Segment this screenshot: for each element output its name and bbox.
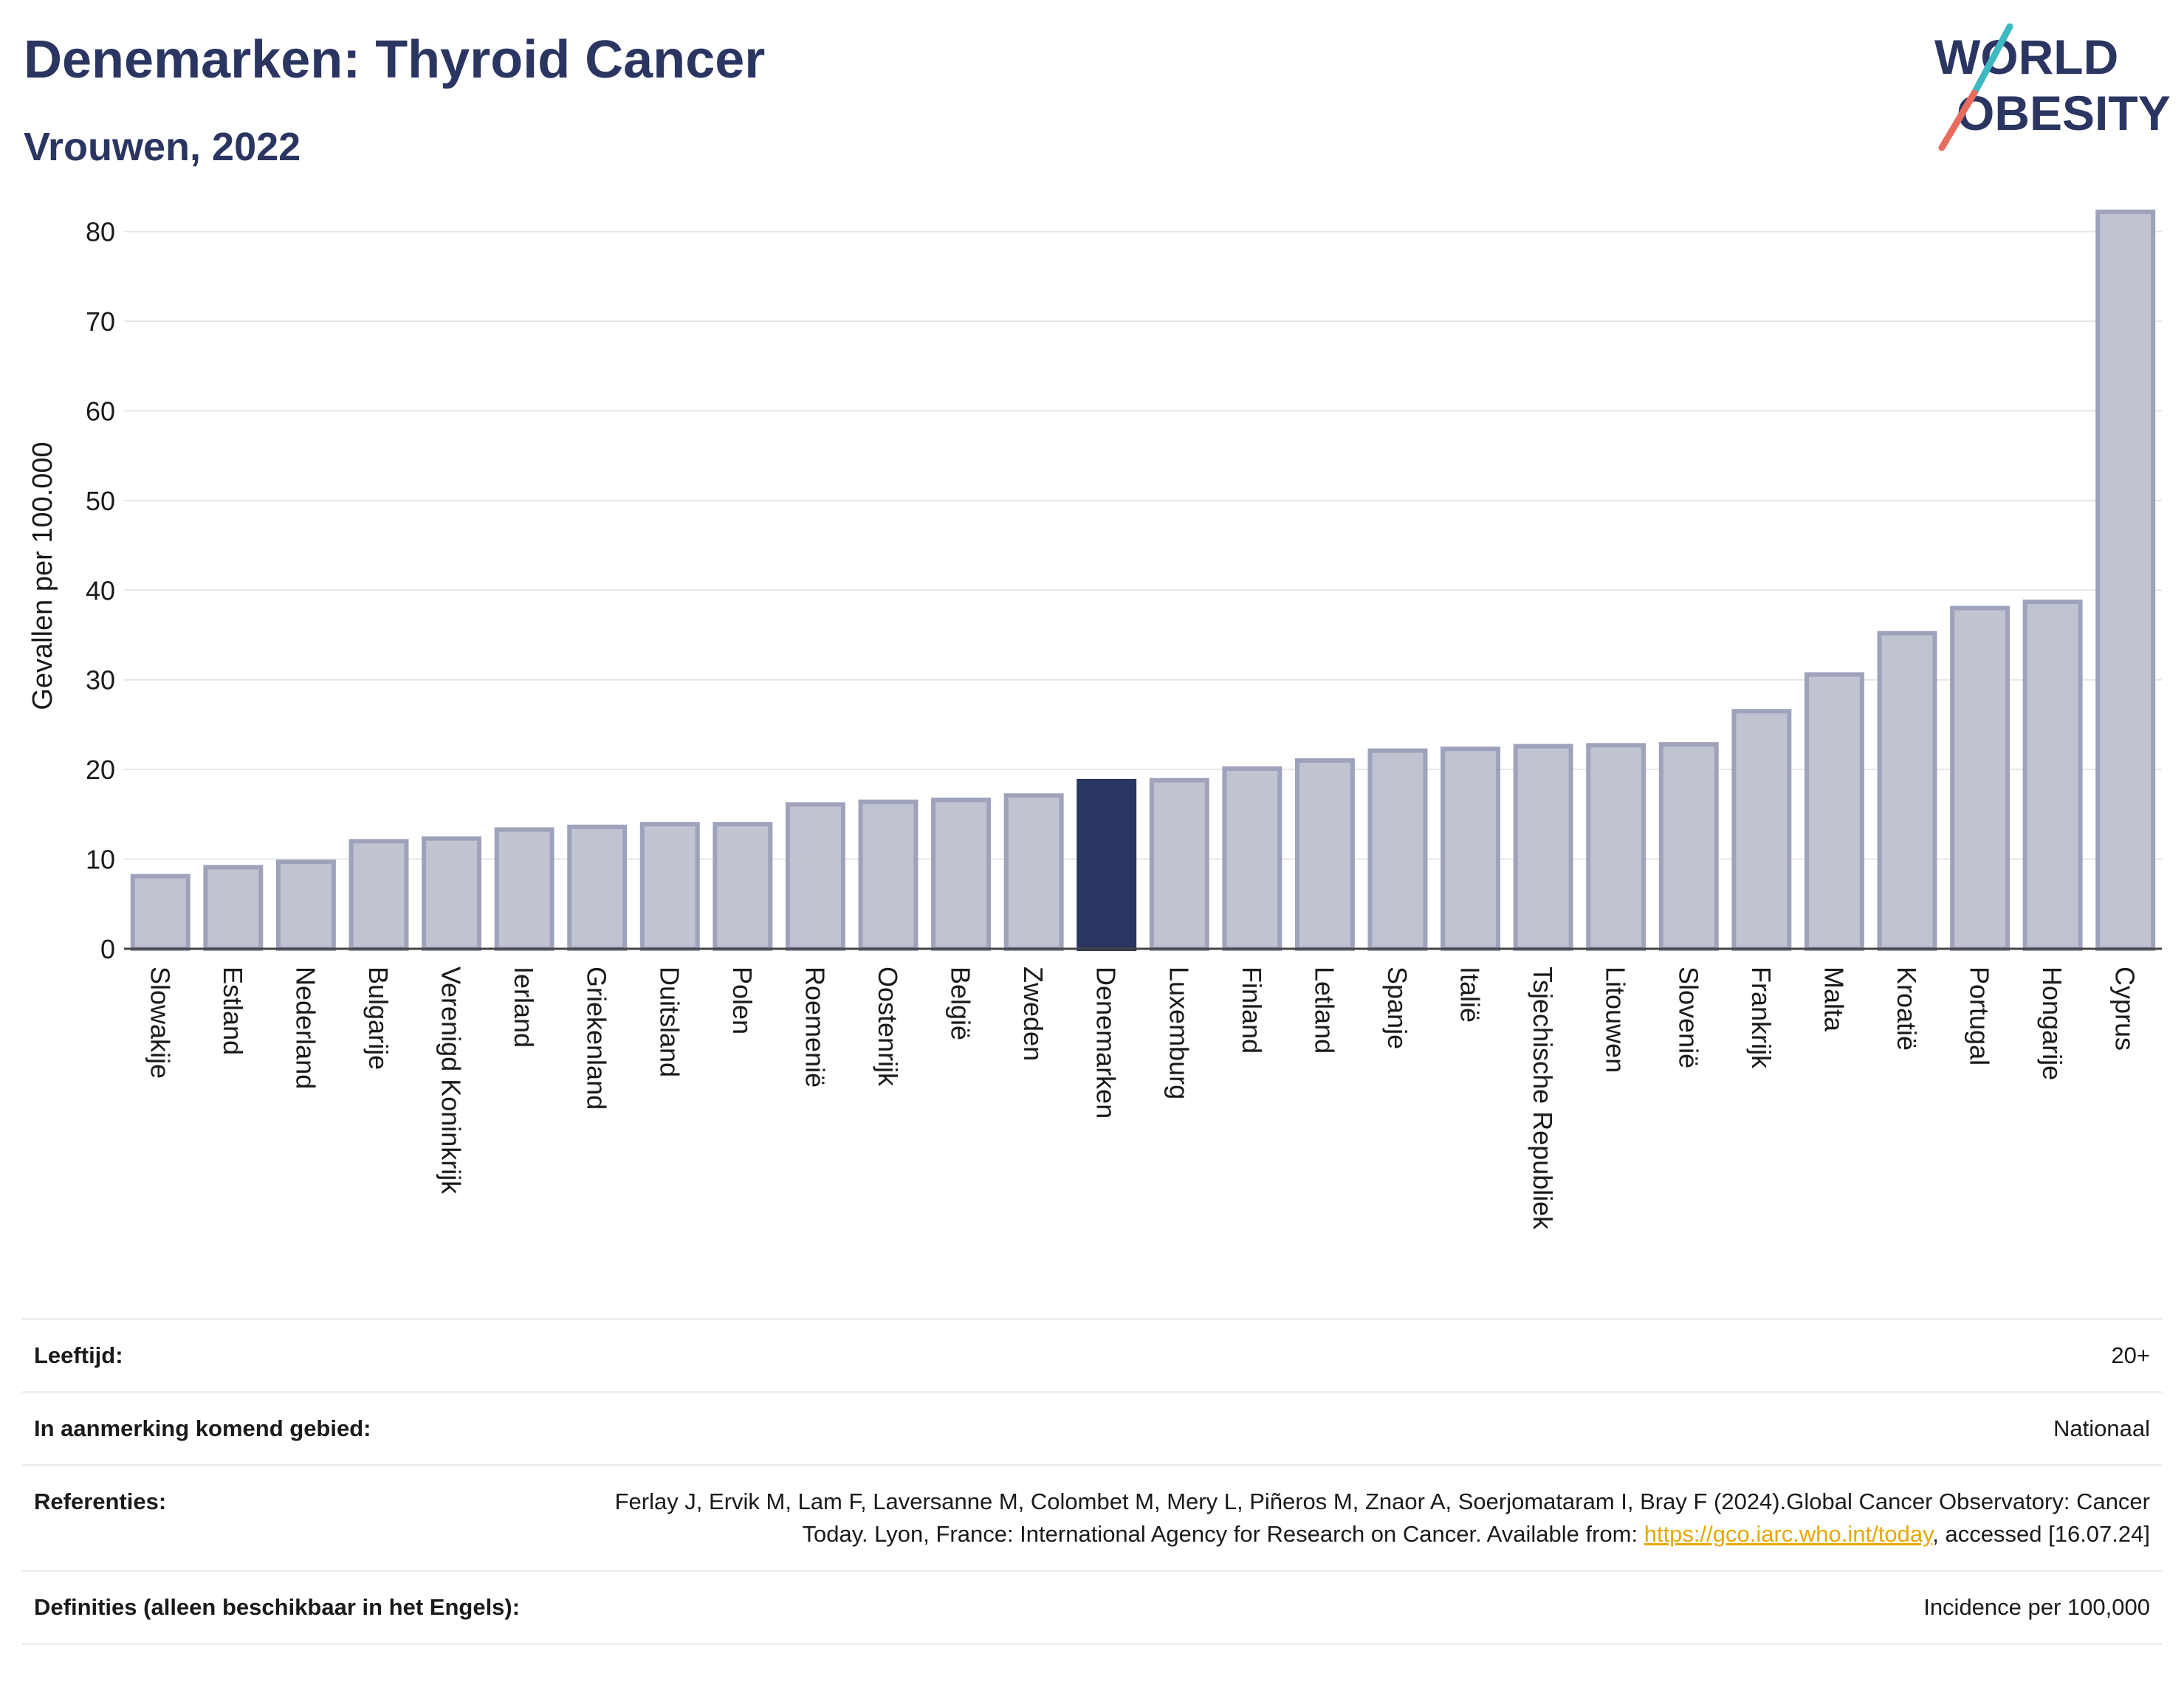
y-tick-label: 30 bbox=[86, 665, 115, 696]
x-tick-label: Bulgarije bbox=[363, 967, 394, 1070]
bar bbox=[712, 822, 773, 951]
bar bbox=[275, 859, 336, 951]
bar bbox=[1222, 766, 1282, 952]
bar bbox=[1731, 709, 1792, 951]
x-tick-label: België bbox=[946, 967, 976, 1040]
y-tick-label: 50 bbox=[86, 486, 115, 516]
bar bbox=[1149, 777, 1209, 951]
meta-table: Leeftijd: 20+ In aanmerking komend gebie… bbox=[22, 1318, 2162, 1645]
page-subtitle: Vrouwen, 2022 bbox=[24, 125, 301, 169]
y-tick-label: 70 bbox=[86, 306, 115, 337]
bar bbox=[1367, 748, 1428, 952]
bar bbox=[1440, 746, 1501, 951]
svg-text:OBESITY: OBESITY bbox=[1957, 86, 2171, 140]
meta-label: Definities (alleen beschikbaar in het En… bbox=[34, 1594, 521, 1620]
x-tick-label: Spanje bbox=[1382, 967, 1412, 1049]
bar bbox=[2022, 600, 2083, 951]
meta-value: 20+ bbox=[2111, 1342, 2150, 1368]
y-tick-label: 20 bbox=[86, 755, 115, 785]
meta-row-definitions: Definities (alleen beschikbaar in het En… bbox=[22, 1570, 2162, 1645]
meta-row-age: Leeftijd: 20+ bbox=[22, 1318, 2162, 1391]
bar bbox=[348, 839, 409, 952]
bar bbox=[1513, 744, 1573, 951]
x-tick-label: Denemarken bbox=[1091, 967, 1122, 1119]
x-tick-label: Verenigd Koninkrijk bbox=[436, 967, 467, 1195]
meta-label: Referenties: bbox=[34, 1489, 167, 1514]
page-title: Denemarken: Thyroid Cancer bbox=[24, 30, 766, 89]
bar bbox=[130, 873, 190, 951]
x-tick-label: Letland bbox=[1309, 967, 1339, 1054]
x-tick-label: Slovenië bbox=[1673, 967, 1703, 1068]
bar bbox=[1586, 743, 1646, 951]
bar bbox=[785, 802, 845, 951]
meta-value: Incidence per 100,000 bbox=[1923, 1594, 2150, 1620]
bar bbox=[422, 836, 482, 951]
bar bbox=[1076, 778, 1137, 952]
x-tick-label: Griekenland bbox=[582, 967, 612, 1110]
bar bbox=[2095, 209, 2156, 952]
x-tick-label: Finland bbox=[1237, 967, 1267, 1054]
x-tick-label: Luxemburg bbox=[1164, 967, 1194, 1099]
bar bbox=[203, 865, 264, 951]
meta-label: Leeftijd: bbox=[34, 1342, 123, 1368]
bar bbox=[1950, 605, 2010, 951]
y-axis-label: Gevallen per 100.000 bbox=[27, 442, 58, 710]
bar-chart: 0 10 20 30 40 50 60 70 80 Gevallen per 100.000 Slo… bbox=[27, 209, 2162, 1230]
bar bbox=[1294, 758, 1355, 951]
bar bbox=[1003, 793, 1064, 952]
x-tick-label: Nederland bbox=[290, 967, 320, 1089]
meta-value: Nationaal bbox=[2053, 1415, 2150, 1441]
reference-accessed: , accessed [16.07.24] bbox=[1932, 1521, 2150, 1547]
y-tick-label: 40 bbox=[86, 575, 115, 605]
meta-row-references: Referenties: Ferlay J, Ervik M, Lam F, L… bbox=[22, 1464, 2162, 1570]
x-tick-label: Tsjechische Republiek bbox=[1528, 967, 1558, 1230]
bar bbox=[567, 824, 628, 952]
bar bbox=[931, 797, 992, 952]
x-tick-label: Cyprus bbox=[2110, 967, 2140, 1051]
bar bbox=[1877, 631, 1937, 951]
meta-label: In aanmerking komend gebied: bbox=[34, 1415, 371, 1441]
x-tick-label: Roemenië bbox=[800, 967, 830, 1088]
x-tick-label: Malta bbox=[1819, 967, 1849, 1032]
reference-link[interactable]: https://gco.iarc.who.int/today bbox=[1644, 1521, 1933, 1547]
reference-text: Ferlay J, Ervik M, Lam F, Laversanne M, … bbox=[614, 1489, 2150, 1547]
svg-text:WORLD: WORLD bbox=[1934, 30, 2118, 84]
y-tick-label: 0 bbox=[100, 934, 115, 964]
bar bbox=[858, 799, 918, 952]
x-tick-label: Estland bbox=[218, 967, 248, 1055]
x-tick-label: Hongarije bbox=[2037, 967, 2067, 1080]
x-tick-label: Litouwen bbox=[1601, 967, 1631, 1073]
x-tick-label: Polen bbox=[727, 967, 758, 1034]
x-tick-label: Duitsland bbox=[654, 967, 684, 1077]
x-tick-label: Portugal bbox=[1965, 967, 1995, 1065]
bar bbox=[639, 822, 700, 951]
x-tick-label: Ierland bbox=[509, 967, 539, 1048]
y-tick-label: 10 bbox=[86, 845, 115, 875]
x-tick-label: Oostenrijk bbox=[873, 967, 903, 1087]
x-tick-label: Italië bbox=[1455, 967, 1486, 1023]
y-tick-label: 80 bbox=[86, 217, 115, 247]
x-tick-label: Kroatië bbox=[1892, 967, 1922, 1051]
world-obesity-logo: WORLD OBESITY bbox=[1934, 23, 2171, 151]
meta-row-area: In aanmerking komend gebied: Nationaal bbox=[22, 1391, 2162, 1464]
bar bbox=[494, 827, 554, 951]
x-tick-label: Zweden bbox=[1018, 967, 1048, 1061]
bar bbox=[1658, 742, 1719, 952]
x-tick-label: Frankrijk bbox=[1746, 967, 1776, 1069]
x-tick-label: Slowakije bbox=[145, 967, 175, 1079]
bar bbox=[1804, 672, 1864, 952]
meta-value: Ferlay J, Ervik M, Lam F, Laversanne M, … bbox=[600, 1486, 2150, 1551]
y-tick-label: 60 bbox=[86, 396, 115, 426]
